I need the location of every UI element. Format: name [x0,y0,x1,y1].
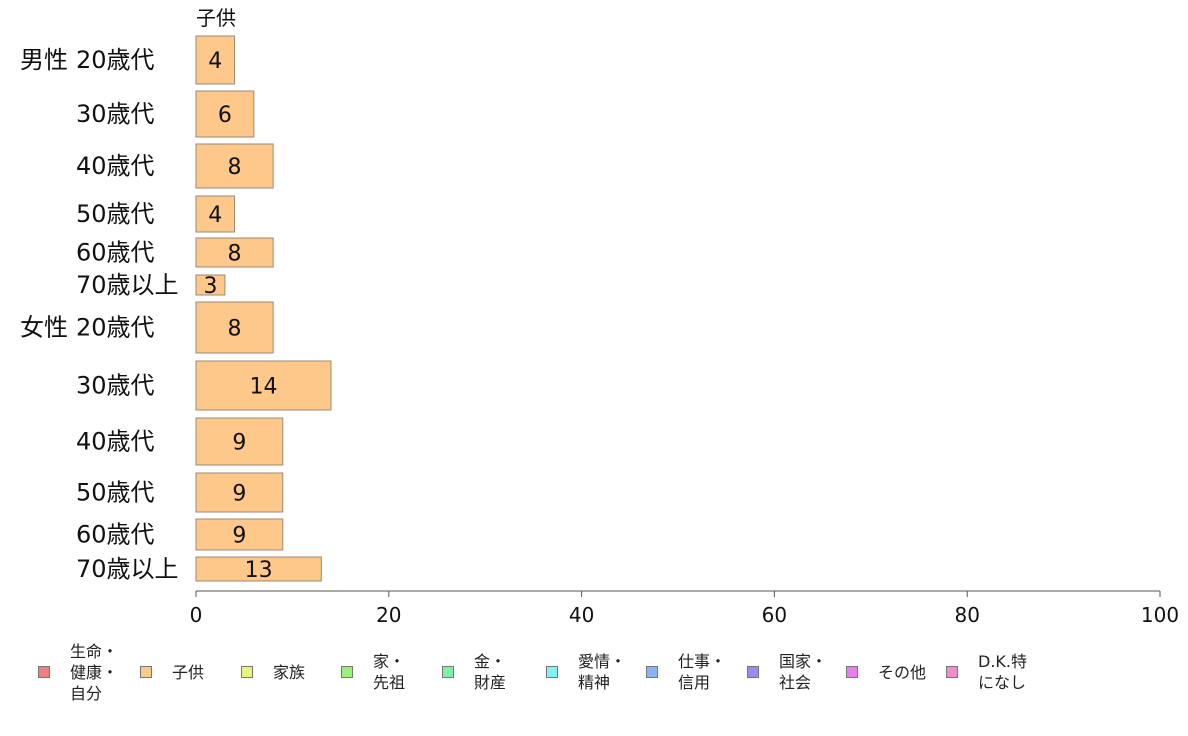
bar [195,472,284,513]
panel-title: 子供 [196,6,236,30]
bar [195,417,284,466]
category-label: 60歳代 [76,239,155,267]
category-label: 50歳代 [76,479,155,507]
legend-item: D.K.特 になし [946,640,1027,704]
legend-swatch [140,666,152,678]
category-label: 60歳代 [76,521,155,549]
group-label: 男性 [20,46,68,74]
data-label: 4 [208,203,222,228]
legend-swatch [546,666,558,678]
legend-label: 国家・ 社会 [779,652,828,692]
data-label: 3 [203,274,217,299]
legend-item: 愛情・ 精神 [546,640,626,704]
x-tick-label: 40 [569,603,594,627]
data-label: 6 [218,103,232,128]
legend-swatch [38,666,50,678]
category-label: 50歳代 [76,200,155,228]
category-label: 40歳代 [76,152,155,180]
category-label: 40歳代 [76,428,155,456]
category-label: 30歳代 [76,372,155,400]
data-label: 9 [232,431,246,456]
bar [195,237,274,268]
legend: 生命・ 健康・ 自分 子供 家族 家・ 先祖 金・ 財産 愛情・ 精神 仕事・ 信用 国家・ … [38,640,1168,720]
bar [195,518,284,551]
x-tick-label: 80 [954,603,979,627]
legend-item: 国家・ 社会 [747,640,827,704]
bar [195,143,274,189]
category-label: 70歳以上 [76,555,179,583]
data-label: 13 [245,558,273,583]
category-label: 20歳代 [76,46,155,74]
x-tick-label: 100 [1141,603,1179,627]
bar-chart: 子供 男性 20歳代 4 30歳代 6 40歳代 8 50歳代 4 60歳代 8 70歳以上 3 女性 20… [20,6,1179,627]
x-tick-label: 0 [190,603,203,627]
legend-label: その他 [878,662,927,682]
data-label: 8 [228,317,242,342]
bar [195,35,236,85]
legend-label: 家・ 先祖 [373,652,406,692]
bar [195,301,274,354]
legend-label: 仕事・ 信用 [678,652,727,692]
bar [195,360,332,411]
legend-swatch [241,666,253,678]
data-label: 14 [249,375,277,400]
bar [195,90,255,138]
legend-item: その他 [846,640,926,704]
bar [195,274,226,296]
legend-label: 子供 [172,662,205,682]
group-label: 女性 [20,314,68,342]
legend-item: 生命・ 健康・ 自分 [38,640,118,704]
data-label: 8 [228,242,242,267]
category-label: 20歳代 [76,314,155,342]
legend-swatch [747,666,759,678]
legend-swatch [846,666,858,678]
legend-swatch [946,666,958,678]
data-label: 9 [232,524,246,549]
category-label: 70歳以上 [76,271,179,299]
data-label: 9 [232,482,246,507]
legend-label: 愛情・ 精神 [578,652,627,692]
data-label: 4 [208,49,222,74]
legend-item: 金・ 財産 [442,640,506,704]
data-label: 8 [228,155,242,180]
legend-label: D.K.特 になし [978,652,1027,692]
bar [195,195,236,233]
legend-label: 家族 [273,662,306,682]
legend-item: 家・ 先祖 [341,640,405,704]
x-tick-label: 20 [376,603,401,627]
bar [195,556,322,582]
legend-swatch [442,666,454,678]
category-label: 30歳代 [76,100,155,128]
legend-label: 金・ 財産 [474,652,507,692]
legend-label: 生命・ 健康・ 自分 [70,641,119,703]
x-tick-label: 60 [762,603,787,627]
legend-item: 仕事・ 信用 [646,640,726,704]
legend-swatch [646,666,658,678]
legend-item: 家族 [241,640,305,704]
legend-swatch [341,666,353,678]
legend-item: 子供 [140,640,204,704]
